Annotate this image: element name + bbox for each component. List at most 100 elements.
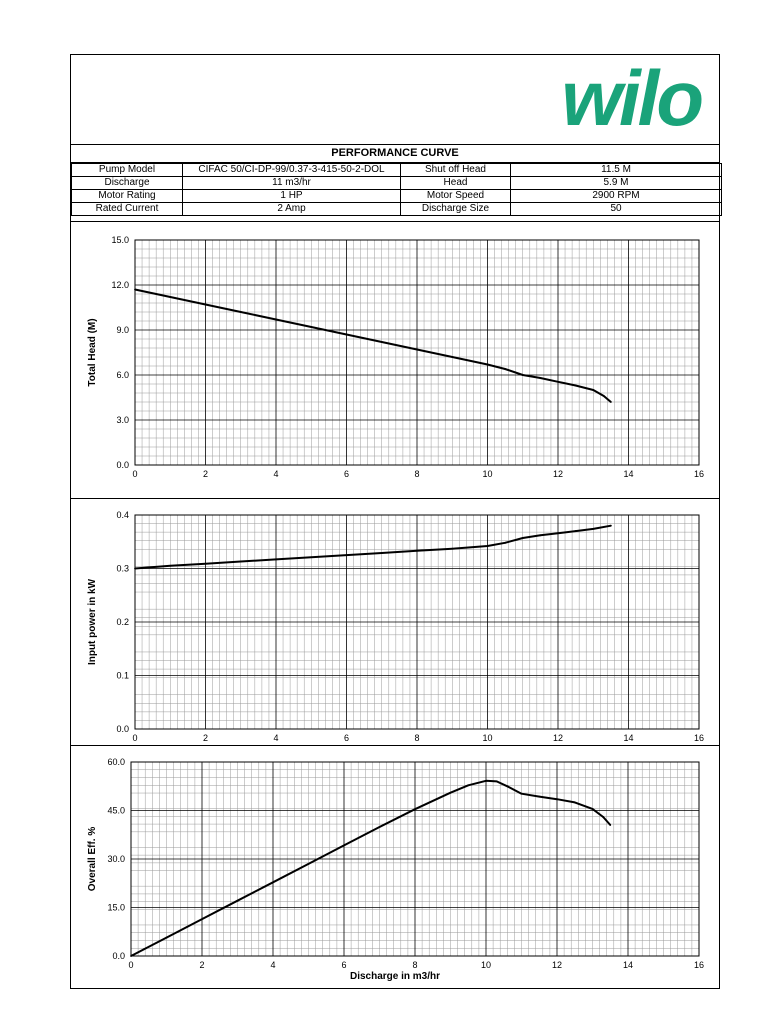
x-tick-label: 4 bbox=[273, 733, 278, 743]
x-tick-label: 14 bbox=[623, 469, 633, 479]
y-tick-label: 12.0 bbox=[111, 280, 129, 290]
data-point bbox=[307, 862, 310, 865]
x-tick-label: 10 bbox=[481, 960, 491, 970]
data-point bbox=[538, 795, 541, 798]
y-tick-label: 0.1 bbox=[116, 671, 129, 681]
x-tick-label: 10 bbox=[482, 733, 492, 743]
data-point bbox=[272, 881, 274, 884]
x-tick-label: 8 bbox=[414, 733, 419, 743]
data-point bbox=[574, 530, 577, 532]
x-tick-label: 14 bbox=[623, 960, 633, 970]
spec-label2: Head bbox=[400, 176, 511, 190]
data-point bbox=[520, 792, 523, 795]
wilo-logo: wilo bbox=[561, 54, 704, 142]
y-tick-label: 0.4 bbox=[116, 510, 129, 520]
x-tick-label: 2 bbox=[203, 733, 208, 743]
spec-value1: 11 m3/hr bbox=[182, 176, 401, 190]
data-point bbox=[557, 380, 559, 383]
plot-frame bbox=[134, 514, 700, 730]
x-tick-label: 8 bbox=[412, 960, 417, 970]
y-tick-label: 0.0 bbox=[116, 460, 129, 470]
spec-value2: 11.5 M bbox=[510, 163, 722, 177]
performance-sheet: wilo PERFORMANCE CURVE Pump Model CIFAC 5… bbox=[70, 54, 722, 989]
data-point bbox=[573, 801, 576, 804]
data-point bbox=[451, 547, 454, 550]
power-chart-panel: 0 2 4 6 8 10 12 14 16 0.0 0.1 0.2 0.3 0.4 Input power … bbox=[71, 498, 719, 745]
data-point bbox=[521, 374, 524, 376]
spec-row: Motor Rating 1 HP Motor Speed 2900 RPM bbox=[71, 189, 722, 203]
x-tick-label: 0 bbox=[128, 960, 133, 970]
data-point bbox=[539, 534, 542, 537]
data-point bbox=[378, 826, 381, 828]
data-point bbox=[504, 368, 507, 370]
data-point bbox=[380, 552, 383, 554]
data-point bbox=[485, 779, 487, 782]
data-point bbox=[449, 791, 452, 794]
data-point bbox=[275, 558, 277, 561]
x-tick-label: 2 bbox=[199, 960, 204, 970]
data-point bbox=[506, 785, 509, 788]
data-point bbox=[165, 936, 168, 939]
x-tick-label: 2 bbox=[203, 469, 208, 479]
x-tick-label: 16 bbox=[694, 960, 704, 970]
head-chart-panel: 0 2 4 6 8 10 12 14 16 0.0 3.0 6.0 9.0 12.0 15.0 Total H… bbox=[71, 221, 719, 498]
y-tick-label: 0.0 bbox=[112, 951, 125, 961]
curve-points bbox=[130, 779, 612, 957]
data-point bbox=[602, 395, 605, 397]
data-point bbox=[609, 824, 612, 826]
data-point bbox=[486, 545, 489, 547]
data-point bbox=[236, 899, 239, 902]
data-point bbox=[486, 363, 489, 366]
x-tick-label: 12 bbox=[553, 469, 563, 479]
data-point bbox=[201, 918, 203, 921]
spec-row: Pump Model CIFAC 50/CI-DP-99/0.37-3-415-5… bbox=[71, 163, 722, 177]
data-point bbox=[495, 780, 498, 783]
curve-points bbox=[134, 288, 612, 403]
y-axis-label: Total Head (M) bbox=[87, 318, 98, 386]
data-point bbox=[380, 341, 383, 343]
x-tick-label: 6 bbox=[344, 469, 349, 479]
data-point bbox=[416, 348, 418, 351]
x-tick-label: 12 bbox=[553, 733, 563, 743]
data-point bbox=[591, 807, 594, 810]
data-point bbox=[204, 562, 207, 565]
data-point bbox=[169, 296, 172, 298]
efficiency-chart-panel: 0 2 4 6 8 10 12 14 16 0.0 15.0 30.0 45.0 60.0 Overall … bbox=[71, 745, 719, 989]
data-point bbox=[343, 844, 345, 847]
data-point bbox=[169, 564, 172, 567]
spec-label1: Discharge bbox=[71, 176, 183, 190]
spec-label1: Pump Model bbox=[71, 163, 183, 177]
spec-label2: Shut off Head bbox=[400, 163, 511, 177]
y-tick-label: 0.3 bbox=[116, 564, 129, 574]
x-tick-label: 4 bbox=[273, 469, 278, 479]
x-axis-label: Discharge in m3/hr bbox=[350, 971, 440, 982]
data-point bbox=[345, 333, 348, 336]
x-tick-label: 8 bbox=[414, 469, 419, 479]
spec-label2: Discharge Size bbox=[400, 202, 511, 216]
spec-value2: 2900 RPM bbox=[510, 189, 722, 203]
data-point bbox=[592, 389, 595, 391]
data-point bbox=[310, 326, 313, 328]
efficiency-chart: 0 2 4 6 8 10 12 14 16 0.0 15.0 30.0 45.0 60.0 Overall … bbox=[87, 757, 704, 982]
data-point bbox=[130, 955, 132, 957]
plot-frame bbox=[134, 239, 700, 466]
plot-frame bbox=[130, 761, 700, 957]
power-chart: 0 2 4 6 8 10 12 14 16 0.0 0.1 0.2 0.3 0.4 Input power … bbox=[87, 510, 704, 743]
spec-value1: 1 HP bbox=[182, 189, 401, 203]
y-tick-label: 9.0 bbox=[116, 325, 129, 335]
data-point bbox=[557, 532, 559, 535]
data-point bbox=[239, 560, 242, 563]
x-tick-label: 0 bbox=[132, 733, 137, 743]
page-title: PERFORMANCE CURVE bbox=[71, 145, 719, 163]
data-point bbox=[504, 541, 507, 544]
x-tick-label: 6 bbox=[341, 960, 346, 970]
data-point bbox=[539, 377, 542, 379]
x-tick-label: 4 bbox=[270, 960, 275, 970]
spec-value2: 5.9 M bbox=[510, 176, 722, 190]
y-tick-label: 15.0 bbox=[107, 903, 125, 913]
spec-label1: Rated Current bbox=[71, 202, 183, 216]
performance-curve bbox=[134, 288, 612, 403]
spec-row: Discharge 11 m3/hr Head 5.9 M bbox=[71, 176, 722, 190]
y-axis-label: Input power in kW bbox=[87, 578, 98, 665]
data-point bbox=[414, 808, 416, 811]
